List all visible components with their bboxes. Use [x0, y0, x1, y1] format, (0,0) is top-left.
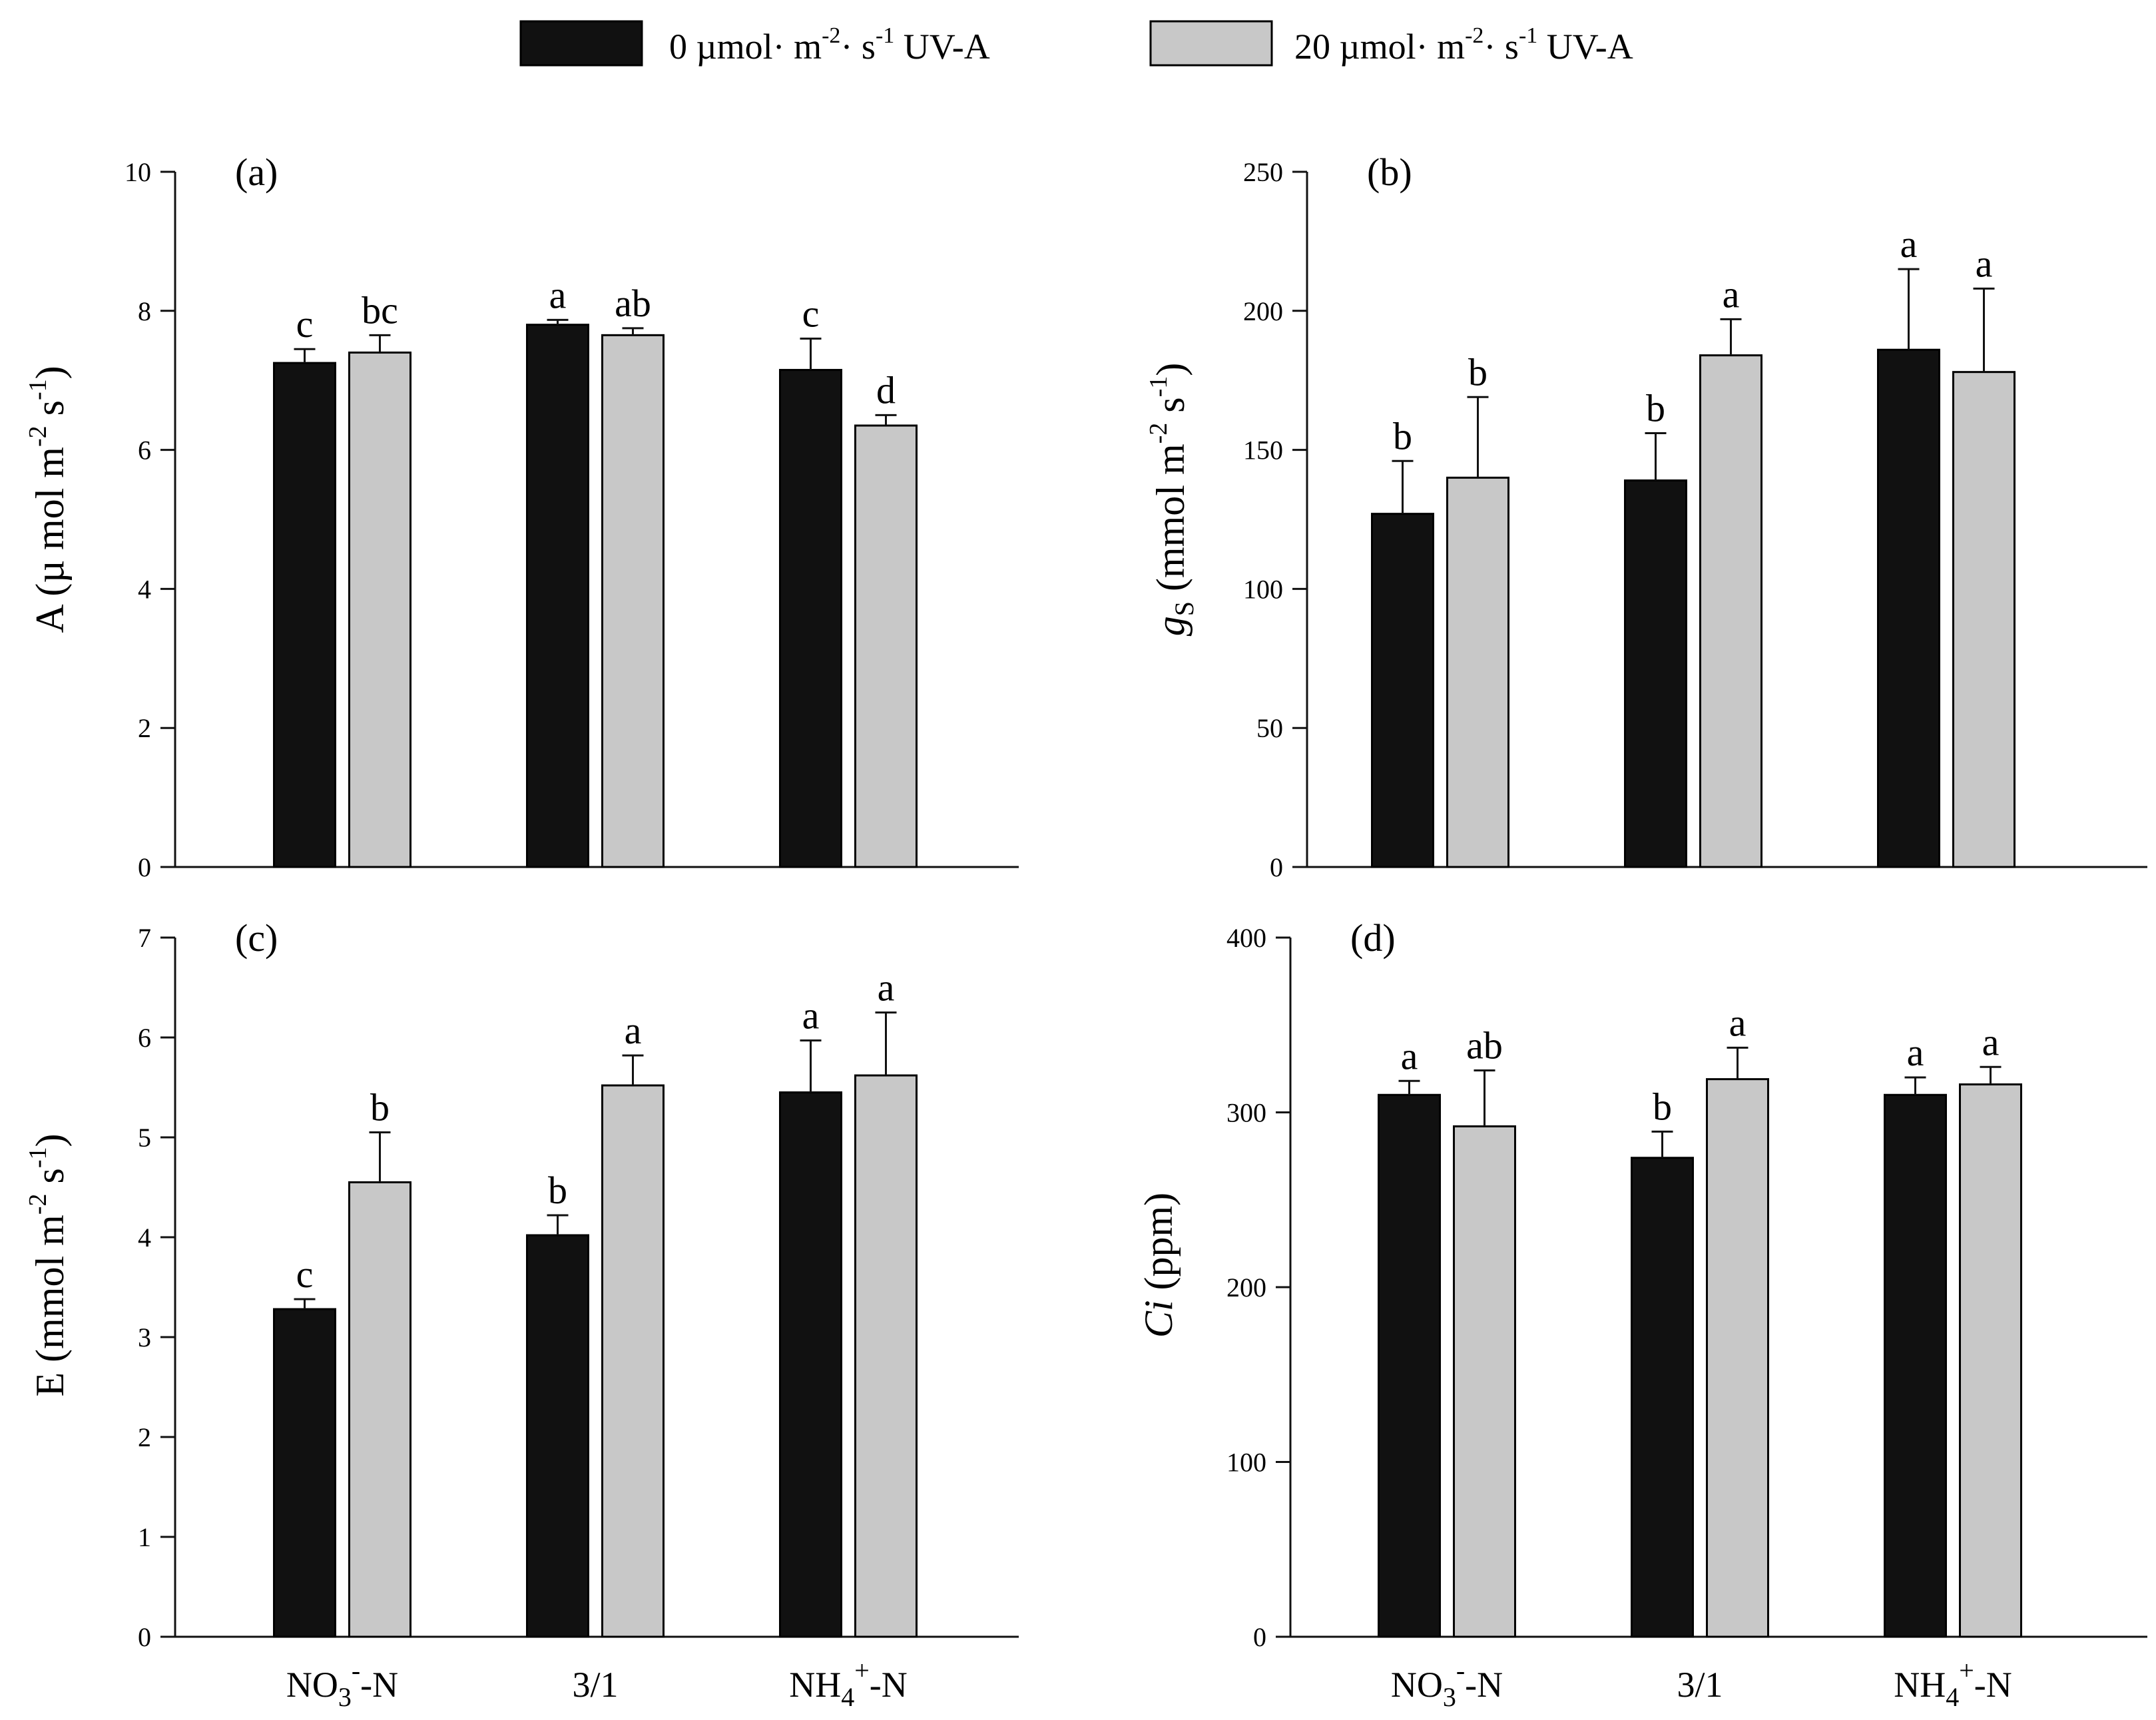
y-tick-label-a: 4 [138, 574, 151, 604]
y-tick-label-c: 3 [138, 1322, 151, 1352]
panel-label-b: (b) [1367, 150, 1412, 194]
bar-a-s1-c0 [348, 351, 411, 868]
significance-letter-d-s0-c1: b [1653, 1085, 1672, 1128]
significance-letter-d-s1-c1: a [1729, 1001, 1747, 1044]
significance-letter-b-s0-c1: b [1646, 387, 1665, 430]
y-tick-label-a: 8 [138, 296, 151, 326]
significance-letter-c-s1-c1: a [625, 1009, 642, 1052]
y-tick-label-a: 10 [125, 157, 151, 187]
bar-d-s1-c2 [1959, 1083, 2022, 1638]
bar-b-s1-c2 [1952, 371, 2016, 868]
category-label-c-2: NH4+-N [789, 1655, 908, 1712]
significance-letter-b-s1-c1: a [1723, 272, 1740, 316]
ylabel-panel-c: E (mmol m-2 s-1) [24, 1134, 72, 1397]
ylabel-panel-d: Ci (ppm) [1137, 1193, 1181, 1338]
bar-a-s0-c2 [779, 369, 842, 868]
y-tick-label-c: 1 [138, 1522, 151, 1552]
y-tick-label-b: 250 [1243, 157, 1283, 187]
bar-b-s1-c1 [1699, 354, 1762, 868]
ylabel-panel-a: A (µ mol m-2 s-1) [24, 366, 72, 633]
y-tick-label-b: 0 [1270, 852, 1283, 882]
bar-c-s1-c0 [348, 1181, 411, 1638]
bar-c-s0-c2 [779, 1091, 842, 1638]
y-tick-label-d: 200 [1226, 1273, 1266, 1302]
y-tick-label-d: 0 [1253, 1622, 1266, 1652]
category-label-d-1: 3/1 [1677, 1665, 1723, 1705]
significance-letter-c-s0-c0: c [296, 1253, 314, 1296]
y-tick-label-a: 2 [138, 713, 151, 743]
chart-panel-b: 0 50 100 150 200 250 (b) b b a b a a [1243, 150, 2147, 882]
significance-letter-d-s0-c2: a [1907, 1031, 1924, 1074]
y-tick-label-d: 300 [1226, 1098, 1266, 1128]
y-tick-label-c: 6 [138, 1023, 151, 1053]
category-label-d-2: NH4+-N [1894, 1655, 2012, 1712]
significance-letter-d-s0-c0: a [1401, 1034, 1418, 1077]
bar-a-s0-c1 [526, 324, 589, 868]
y-tick-label-c: 7 [138, 923, 151, 953]
bar-d-s1-c1 [1706, 1078, 1769, 1638]
panel-label-c: (c) [235, 916, 278, 960]
chart-panel-a: 0 2 4 6 8 10 (a) c a c bc ab d [125, 150, 1019, 882]
significance-letter-a-s1-c2: d [876, 368, 896, 412]
significance-letter-b-s0-c2: a [1900, 222, 1918, 266]
y-tick-label-b: 50 [1256, 713, 1283, 743]
significance-letter-c-s1-c0: b [370, 1086, 390, 1129]
bar-b-s0-c1 [1624, 479, 1687, 868]
y-tick-label-c: 4 [138, 1223, 151, 1253]
y-tick-label-c: 0 [138, 1622, 151, 1652]
bar-d-s0-c2 [1884, 1093, 1947, 1638]
bar-d-s1-c0 [1453, 1125, 1516, 1638]
y-tick-label-b: 150 [1243, 435, 1283, 465]
bar-b-s0-c2 [1877, 348, 1940, 868]
bar-a-s1-c1 [601, 334, 665, 868]
significance-letter-a-s1-c1: ab [615, 282, 651, 325]
y-tick-label-a: 0 [138, 852, 151, 882]
significance-letter-c-s1-c2: a [878, 966, 895, 1009]
panel-label-a: (a) [235, 150, 278, 194]
significance-letter-a-s1-c0: bc [362, 288, 398, 332]
bar-d-s0-c1 [1631, 1157, 1694, 1638]
significance-letter-c-s0-c2: a [802, 994, 820, 1037]
bar-a-s1-c2 [854, 424, 918, 868]
legend-swatch-uva-0 [519, 20, 643, 67]
category-label-c-1: 3/1 [572, 1665, 618, 1705]
bar-c-s1-c1 [601, 1084, 665, 1638]
bar-a-s0-c0 [273, 362, 336, 868]
y-tick-label-d: 100 [1226, 1448, 1266, 1478]
bar-c-s0-c1 [526, 1234, 589, 1638]
significance-letter-c-s0-c1: b [548, 1169, 567, 1212]
y-tick-label-b: 200 [1243, 296, 1283, 326]
significance-letter-d-s1-c0: ab [1466, 1024, 1503, 1067]
bar-c-s0-c0 [273, 1308, 336, 1638]
significance-letter-a-s0-c1: a [549, 273, 567, 316]
legend-swatch-uva-20 [1149, 20, 1273, 67]
legend-label-uva-20: 20 µmol· m-2· s-1 UV-A [1294, 23, 1633, 67]
significance-letter-a-s0-c2: c [802, 292, 820, 336]
chart-panel-c: 0 1 2 3 4 5 6 7 (c) c b a b a a NO3--N 3/1 NH4+-N [138, 916, 1019, 1712]
significance-letter-b-s0-c0: b [1393, 414, 1412, 457]
y-tick-label-a: 6 [138, 435, 151, 465]
bar-c-s1-c2 [854, 1074, 918, 1638]
y-tick-label-b: 100 [1243, 574, 1283, 604]
panel-label-d: (d) [1350, 916, 1396, 960]
significance-letter-b-s1-c0: b [1468, 350, 1487, 394]
legend-label-uva-0: 0 µmol· m-2· s-1 UV-A [669, 23, 990, 67]
bar-b-s1-c0 [1446, 476, 1509, 868]
bar-b-s0-c0 [1371, 513, 1434, 868]
category-label-d-0: NO3--N [1391, 1655, 1503, 1712]
category-label-c-0: NO3--N [286, 1655, 398, 1712]
bar-d-s0-c0 [1378, 1093, 1441, 1638]
legend: 0 µmol· m-2· s-1 UV-A 20 µmol· m-2· s-1 … [519, 20, 1633, 67]
y-tick-label-d: 400 [1226, 923, 1266, 953]
significance-letter-a-s0-c0: c [296, 302, 314, 346]
significance-letter-b-s1-c2: a [1976, 242, 1993, 285]
significance-letter-d-s1-c2: a [1982, 1020, 2000, 1063]
ylabel-panel-b: gS (mmol m-2 s-1) [1145, 363, 1199, 637]
y-tick-label-c: 2 [138, 1422, 151, 1452]
y-tick-label-c: 5 [138, 1123, 151, 1153]
